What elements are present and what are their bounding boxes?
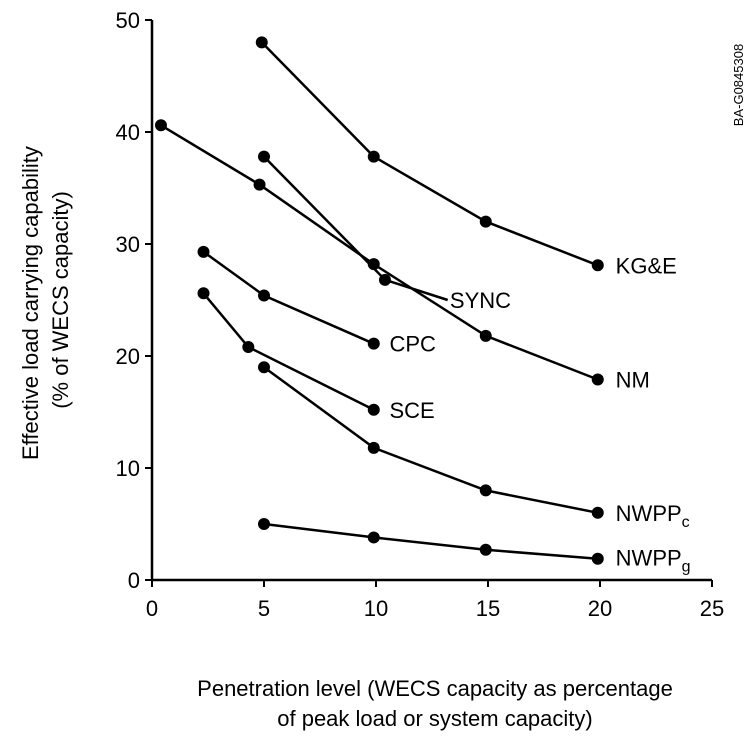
x-tick-label: 25 — [700, 596, 724, 621]
series-line-nwppg — [263, 522, 598, 560]
series-label-nwppc: NWPPc — [616, 501, 690, 531]
data-point-cpc — [258, 289, 270, 302]
y-tick-label: 40 — [116, 120, 140, 145]
series-line-kg-e — [260, 41, 599, 267]
data-point-sync — [258, 150, 270, 163]
series-line-nwppc — [263, 366, 599, 515]
figure-id: BA-G0845308 — [731, 44, 746, 126]
data-point-nwppg — [591, 552, 604, 565]
y-axis-label-line-2: (% of WECS capacity) — [48, 191, 73, 409]
data-point-kg-e — [367, 150, 380, 163]
data-point-nwppc — [479, 484, 492, 497]
x-tick-label: 10 — [364, 596, 388, 621]
data-point-sce — [367, 403, 380, 416]
series-line-sync — [263, 155, 449, 302]
y-axis-label: Effective load carrying capability (% of… — [18, 140, 73, 460]
series-label-cpc: CPC — [389, 332, 436, 357]
y-tick-label: 20 — [116, 344, 140, 369]
data-point-sync — [378, 273, 391, 286]
y-axis-label-line-1: Effective load carrying capability — [18, 146, 43, 460]
series-label-kg-e: KG&E — [616, 253, 677, 278]
data-point-nwppg — [479, 543, 492, 556]
data-point-nwppg — [367, 531, 380, 544]
x-axis-label-line-1: Penetration level (WECS capacity as perc… — [197, 676, 673, 701]
label-layer: KG&E NM SYNC CPC SCE NWPPc NWPPg — [389, 253, 690, 575]
series-line-cpc — [202, 250, 375, 345]
data-point-cpc — [197, 245, 210, 258]
data-point-nm — [253, 178, 266, 191]
x-tick-label: 20 — [588, 596, 612, 621]
x-tick-label: 5 — [258, 596, 270, 621]
data-point-sce — [197, 287, 210, 300]
data-point-nwppc — [591, 506, 604, 519]
x-tick-label: 15 — [476, 596, 500, 621]
x-axis-label-line-2: of peak load or system capacity) — [277, 706, 592, 731]
data-point-kg-e — [479, 215, 492, 228]
data-point-nm — [367, 258, 380, 271]
data-point-kg-e — [255, 36, 268, 49]
y-tick-label: 0 — [128, 568, 140, 593]
y-tick-label: 30 — [116, 232, 140, 257]
y-tick-label: 50 — [116, 8, 140, 33]
data-point-cpc — [367, 337, 380, 350]
data-point-kg-e — [591, 259, 604, 272]
series-line-nm — [160, 124, 599, 381]
series-label-sce: SCE — [389, 398, 434, 423]
x-tick-label: 0 — [146, 596, 158, 621]
data-point-nwppc — [367, 441, 380, 454]
data-point-nwppc — [258, 361, 270, 374]
series-label-nm: NM — [616, 368, 650, 393]
data-point-nwppg — [258, 518, 270, 530]
data-point-nm — [591, 373, 604, 386]
series-line-sce — [202, 292, 375, 411]
data-point-nm — [479, 329, 492, 342]
data-point-nm — [154, 119, 167, 132]
series-label-sync: SYNC — [450, 288, 511, 313]
data-point-sce — [242, 341, 255, 354]
y-tick-label: 10 — [116, 456, 140, 481]
axes: 0 5 10 15 20 25 0 10 20 30 40 50 — [116, 8, 725, 621]
series-label-nwppg: NWPPg — [616, 546, 691, 576]
series-layer — [154, 36, 604, 565]
